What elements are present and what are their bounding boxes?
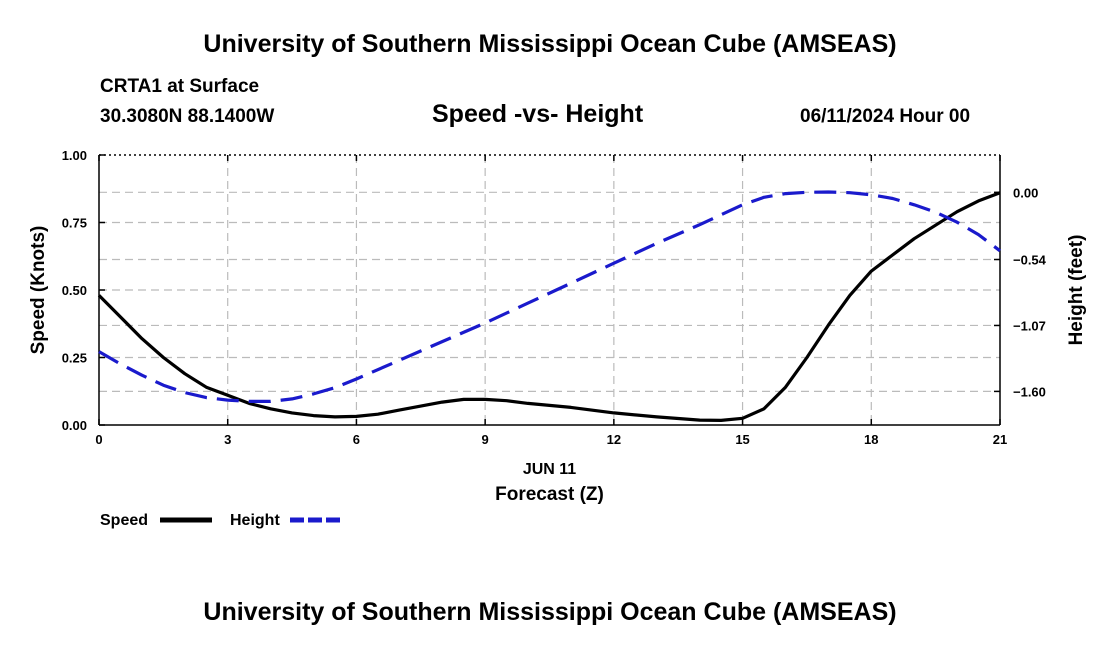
y-left-tick-label: 0.25	[62, 351, 87, 366]
series-line-height	[98, 190, 1001, 403]
chart-title: Speed -vs- Height	[432, 100, 644, 128]
y-right-axis-title: Height (feet)	[1066, 235, 1087, 346]
x-tick-label: 18	[864, 432, 878, 447]
x-tick-label: 12	[607, 432, 621, 447]
y-right-tick-label: −1.60	[1013, 384, 1046, 399]
x-axis-title: Forecast (Z)	[495, 484, 604, 505]
legend-label-speed: Speed	[100, 512, 148, 529]
station-label: CRTA1 at Surface	[100, 76, 260, 97]
x-tick-label: 0	[95, 432, 102, 447]
x-tick-label: 6	[353, 432, 360, 447]
y-left-tick-label: 1.00	[62, 148, 87, 163]
x-tick-label: 3	[224, 432, 231, 447]
chart-header-title: University of Southern Mississippi Ocean…	[203, 30, 897, 58]
y-right-tick-label: −1.07	[1013, 318, 1046, 333]
y-right-tick-label: −0.54	[1013, 253, 1047, 268]
forecast-datetime: 06/11/2024 Hour 00	[800, 106, 971, 127]
y-right-tick-label: 0.00	[1013, 185, 1038, 200]
legend-label-height: Height	[230, 512, 280, 529]
y-left-tick-label: 0.75	[62, 216, 87, 231]
x-date-label: JUN 11	[523, 461, 576, 478]
chart-footer-title: University of Southern Mississippi Ocean…	[203, 598, 897, 626]
series-line-speed	[97, 191, 1001, 422]
y-left-axis-title: Speed (Knots)	[28, 226, 49, 355]
y-left-tick-label: 0.50	[62, 283, 87, 298]
coordinates-label: 30.3080N 88.1400W	[100, 106, 275, 127]
x-tick-label: 15	[735, 432, 749, 447]
y-left-tick-label: 0.00	[62, 418, 87, 433]
x-tick-label: 9	[482, 432, 489, 447]
x-tick-label: 21	[993, 432, 1007, 447]
